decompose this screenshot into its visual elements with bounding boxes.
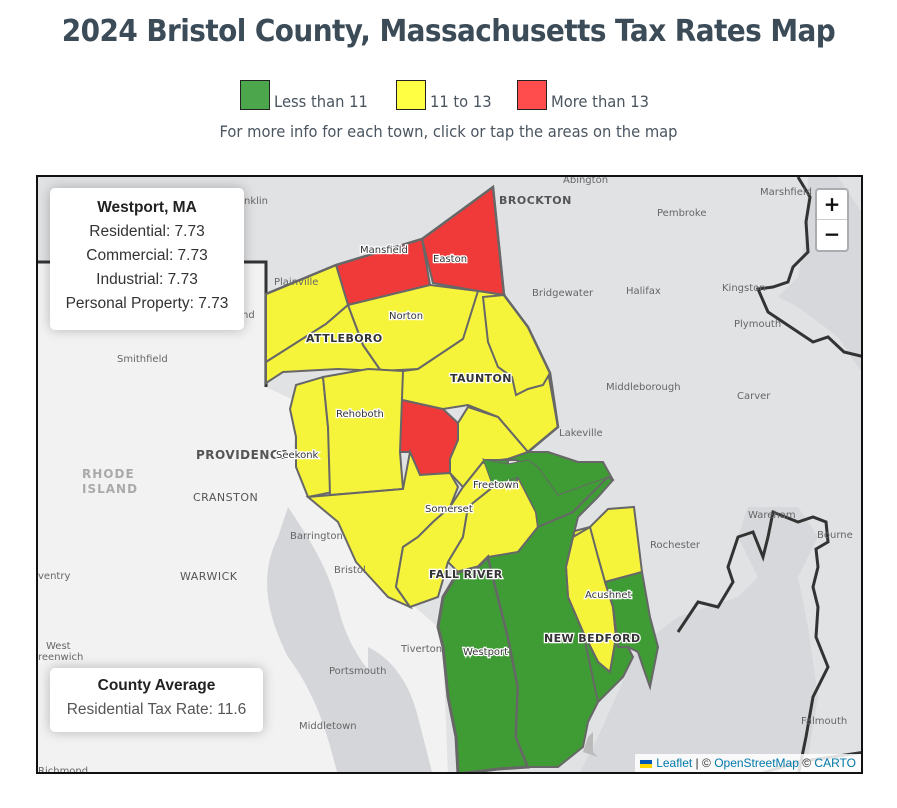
instructions-text: For more info for each town, click or ta…	[219, 122, 678, 141]
town-info-panel: Westport, MA Residential: 7.73 Commercia…	[50, 188, 244, 330]
map-attribution: Leaflet | © OpenStreetMap © CARTO	[635, 754, 861, 772]
map-label: Rochester	[650, 540, 701, 551]
info-personal-property: Personal Property: 7.73	[65, 295, 229, 312]
map-label: WARWICK	[180, 570, 238, 583]
map-label: Bridgewater	[532, 288, 594, 299]
town-rehoboth	[321, 367, 405, 497]
carto-link[interactable]: CARTO	[814, 756, 856, 770]
town-label-mansfield[interactable]: Mansfield	[359, 244, 409, 258]
county-average-value: Residential Tax Rate: 11.6	[66, 701, 247, 718]
map-label: Middletown	[299, 721, 357, 732]
legend-label: 11 to 13	[429, 92, 492, 111]
town-label-easton[interactable]: Easton	[432, 253, 469, 267]
legend-label: Less than 11	[273, 92, 368, 111]
town-new-bedford	[582, 606, 635, 705]
map-label: Lakeville	[559, 428, 603, 439]
legend-swatch-yellow	[395, 80, 426, 110]
zoom-control: + −	[815, 188, 849, 252]
map-label: ventry	[38, 571, 70, 582]
map-label: Falmouth	[801, 716, 847, 727]
legend-swatch-green	[239, 80, 270, 110]
attribution-separator: | ©	[692, 756, 715, 770]
map-label: Portsmouth	[329, 666, 387, 677]
map-label: Tiverton	[400, 644, 442, 655]
info-commercial: Commercial: 7.73	[86, 247, 208, 264]
legend: Less than 11 11 to 13 More than 13	[0, 80, 897, 110]
map-label: Bristol	[334, 565, 366, 576]
map-label: Bourne	[817, 530, 853, 541]
map-label: Carver	[737, 391, 771, 402]
map-label: West	[46, 641, 71, 652]
info-residential: Residential: 7.73	[89, 223, 205, 240]
map-label: CRANSTON	[193, 491, 258, 504]
attribution-copyright: ©	[798, 756, 815, 770]
legend-item-high: More than 13	[516, 80, 658, 111]
map-label: Pembroke	[657, 208, 707, 219]
map-label: PROVIDENCE	[196, 448, 288, 462]
map-label: Plymouth	[734, 319, 781, 330]
town-label-norton[interactable]: Norton	[388, 310, 425, 324]
map-label: Kingston	[722, 283, 766, 294]
map-label: Halifax	[626, 286, 661, 297]
info-town-name: Westport, MA	[97, 199, 197, 216]
town-label-freetown[interactable]: Freetown	[472, 479, 520, 493]
map-container[interactable]: Abington BROCKTON Marshfield Pembroke Br…	[36, 175, 863, 774]
map-label: Wareham	[748, 510, 796, 521]
county-average-title: County Average	[97, 677, 216, 694]
page-title: 2024 Bristol County, Massachusetts Tax R…	[61, 14, 836, 49]
map-label: Plainville	[274, 277, 318, 288]
map-label: RHODE	[82, 467, 135, 481]
ukraine-flag-icon	[640, 759, 653, 768]
town-label-acushnet[interactable]: Acushnet	[584, 589, 633, 603]
county-average-panel: County Average Residential Tax Rate: 11.…	[50, 668, 263, 732]
map-label: Marshfield	[760, 187, 812, 198]
town-label-fall-river[interactable]: FALL RIVER	[428, 567, 504, 583]
legend-swatch-red	[516, 80, 547, 110]
map-label: Middleborough	[606, 382, 681, 393]
map-label: reenwich	[38, 652, 83, 663]
town-label-somerset[interactable]: Somerset	[424, 503, 474, 517]
map-label: Abington	[563, 177, 608, 186]
town-label-new-bedford[interactable]: NEW BEDFORD	[543, 631, 642, 647]
map-label: nklin	[244, 196, 268, 207]
zoom-in-button[interactable]: +	[817, 190, 847, 220]
map-label: Richmond	[38, 766, 88, 774]
openstreetmap-link[interactable]: OpenStreetMap	[714, 756, 799, 770]
legend-item-mid: 11 to 13	[395, 80, 497, 111]
map-label: Barrington	[290, 531, 343, 542]
legend-item-low: Less than 11	[239, 80, 376, 111]
town-label-westport[interactable]: Westport	[462, 646, 510, 660]
town-label-attleboro[interactable]: ATTLEBORO	[305, 331, 384, 347]
map-label: ISLAND	[82, 482, 138, 496]
info-industrial: Industrial: 7.73	[96, 271, 198, 288]
legend-label: More than 13	[550, 92, 649, 111]
map-label: nd	[242, 310, 255, 321]
town-label-taunton[interactable]: TAUNTON	[449, 371, 513, 387]
map-label: Smithfield	[117, 354, 168, 365]
town-label-seekonk[interactable]: Seekonk	[275, 449, 320, 463]
leaflet-link[interactable]: Leaflet	[656, 756, 693, 770]
map-label: BROCKTON	[499, 194, 572, 207]
zoom-out-button[interactable]: −	[823, 222, 841, 246]
town-label-rehoboth[interactable]: Rehoboth	[335, 408, 385, 422]
